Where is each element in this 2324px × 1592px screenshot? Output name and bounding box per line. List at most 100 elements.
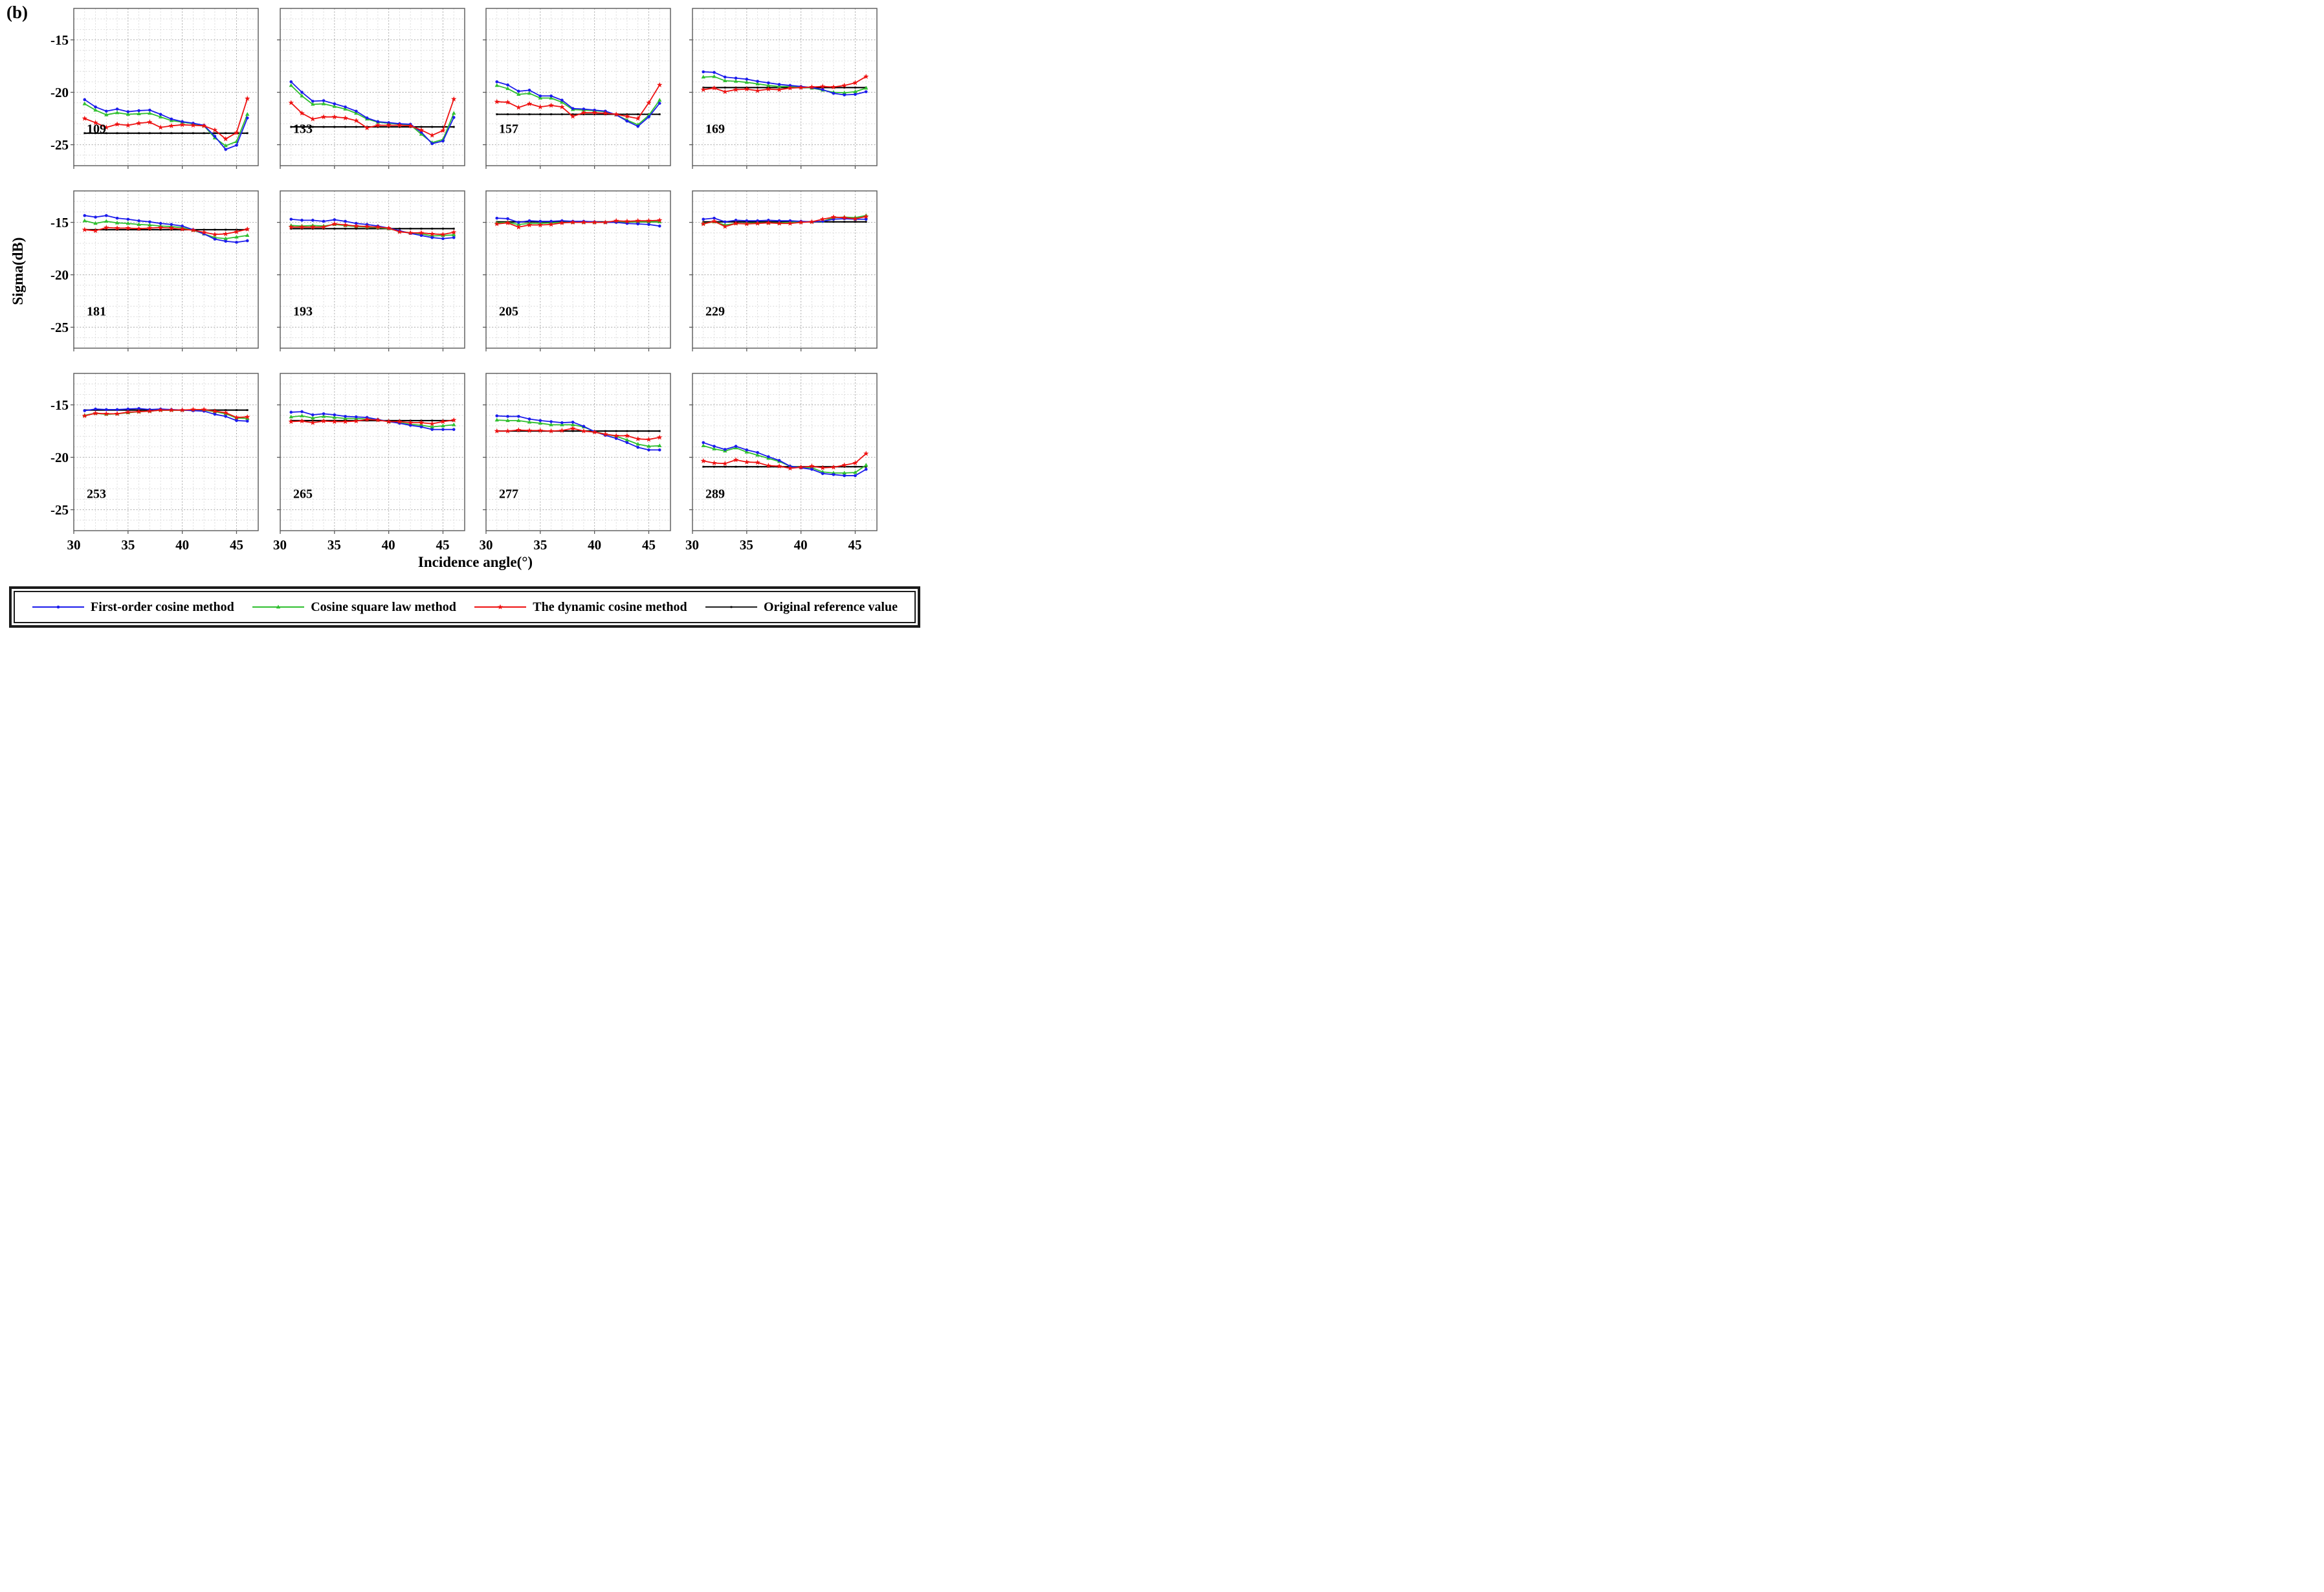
series-dynamic-cosine: [82, 225, 250, 237]
subplot-number-157: 157: [499, 122, 518, 137]
y-tick-label: -15: [50, 397, 69, 413]
series-dynamic-cosine: [494, 217, 663, 230]
dot-marker-icon: [705, 606, 757, 608]
x-tick-label: 30: [67, 537, 81, 553]
series-dynamic-cosine: [82, 406, 250, 420]
y-tick-label: -15: [50, 32, 69, 48]
x-tick-label: 40: [588, 537, 602, 553]
series-dynamic-cosine: [700, 73, 869, 94]
subplot-number-265: 265: [293, 487, 313, 502]
grid-lines: [280, 373, 465, 531]
x-tick-label: 40: [381, 537, 395, 553]
y-tick-label: -25: [50, 137, 69, 153]
y-tick-label: -15: [50, 214, 69, 230]
legend-label: Cosine square law method: [311, 599, 456, 614]
grid-lines: [692, 191, 877, 348]
series-first-order-cosine: [495, 414, 661, 452]
series-cosine-square-law: [701, 213, 868, 227]
series-cosine-square-law: [701, 443, 868, 475]
x-tick-label: 45: [848, 537, 862, 553]
series-dynamic-cosine: [700, 214, 869, 229]
subplot-number-181: 181: [87, 305, 106, 319]
series-original-reference: [289, 227, 455, 230]
x-tick-label: 45: [641, 537, 656, 553]
grid-lines: [74, 191, 258, 348]
grid-lines: [486, 191, 670, 348]
legend-item-blue: First-order cosine method: [32, 600, 234, 615]
x-tick-label: 30: [685, 537, 699, 553]
figure-label: (b): [6, 3, 28, 22]
legend-label: First-order cosine method: [91, 599, 234, 614]
series-first-order-cosine: [701, 70, 868, 96]
subplot-169: 169: [689, 8, 878, 169]
y-tick-label: -25: [50, 319, 69, 335]
series-dynamic-cosine: [494, 82, 663, 121]
x-tick-label: 45: [436, 537, 450, 553]
x-tick-label: 30: [479, 537, 493, 553]
legend-label: Original reference value: [763, 599, 898, 614]
series-dynamic-cosine: [288, 416, 456, 426]
x-tick-label: 30: [273, 537, 287, 553]
star-marker-icon: [474, 604, 527, 610]
series-first-order-cosine: [83, 214, 249, 244]
series-dynamic-cosine: [494, 425, 663, 442]
y-tick-label: -25: [50, 502, 69, 518]
series-dynamic-cosine: [288, 221, 456, 237]
legend-item-red: The dynamic cosine method: [474, 600, 687, 615]
figure-container: (b) Sigma(dB) 109 133 157 169 181 193 205 229 25…: [0, 0, 929, 637]
subplot-229: 229: [689, 190, 878, 351]
grid-lines: [486, 8, 670, 166]
subplot-109: 109: [71, 8, 259, 169]
x-tick-label: 35: [739, 537, 753, 553]
subplot-number-193: 193: [293, 305, 313, 319]
x-tick-label: 35: [533, 537, 548, 553]
subplot-181: 181: [71, 190, 259, 351]
series-first-order-cosine: [289, 80, 456, 146]
series-dynamic-cosine: [700, 450, 869, 471]
subplot-205: 205: [483, 190, 671, 351]
x-tick-label: 35: [327, 537, 341, 553]
subplot-265: 265: [276, 373, 465, 534]
subplot-number-253: 253: [87, 487, 106, 502]
subplot-number-133: 133: [293, 122, 313, 137]
series-dynamic-cosine: [82, 95, 250, 142]
grid-lines: [74, 373, 258, 531]
grid-lines: [486, 373, 670, 531]
legend-label: The dynamic cosine method: [533, 599, 687, 614]
grid-lines: [692, 373, 877, 531]
subplot-157: 157: [483, 8, 671, 169]
series-first-order-cosine: [701, 441, 868, 478]
legend-box: First-order cosine method Cosine square l…: [9, 586, 920, 628]
subplot-number-277: 277: [499, 487, 518, 502]
series-original-reference: [83, 228, 249, 231]
subplot-253: 253: [71, 373, 259, 534]
subplot-number-289: 289: [705, 487, 725, 502]
y-tick-label: -20: [50, 84, 69, 100]
y-tick-label: -20: [50, 449, 69, 465]
y-axis-label: Sigma(dB): [10, 237, 26, 305]
legend-item-black: Original reference value: [705, 600, 898, 615]
legend-items: First-order cosine method Cosine square l…: [14, 591, 916, 623]
subplot-number-109: 109: [87, 122, 106, 137]
subplot-193: 193: [276, 190, 465, 351]
x-axis-label: Incidence angle(°): [417, 554, 533, 570]
circle-marker-icon: [32, 605, 84, 609]
series-cosine-square-law: [494, 417, 662, 448]
series-original-reference: [83, 132, 249, 135]
subplot-289: 289: [689, 373, 878, 534]
x-tick-label: 40: [175, 537, 190, 553]
y-tick-label: -20: [50, 267, 69, 283]
triangle-marker-icon: [252, 604, 305, 609]
subplot-number-169: 169: [705, 122, 725, 137]
x-tick-label: 40: [793, 537, 808, 553]
subplot-number-205: 205: [499, 305, 518, 319]
series-first-order-cosine: [83, 98, 249, 151]
grid-lines: [74, 8, 258, 166]
x-tick-label: 35: [121, 537, 135, 553]
x-tick-label: 45: [229, 537, 243, 553]
subplot-133: 133: [276, 8, 465, 169]
series-first-order-cosine: [495, 80, 661, 128]
subplot-277: 277: [483, 373, 671, 534]
series-dynamic-cosine: [288, 96, 456, 138]
grid-lines: [280, 191, 465, 348]
